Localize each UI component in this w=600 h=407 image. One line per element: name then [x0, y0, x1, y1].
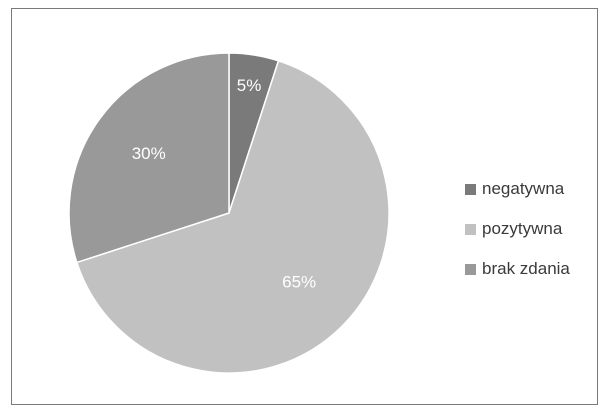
pie-slice-brak-zdania [68, 52, 230, 264]
pie-label-brak-zdania: 30% [132, 144, 166, 163]
legend-swatch-negatywna [465, 183, 476, 195]
legend-swatch-brak-zdania [465, 263, 476, 275]
legend-swatch-pozytywna [465, 223, 476, 235]
legend: negatywna pozytywna brak zdania [465, 169, 570, 289]
pie-slice-pozytywna [75, 59, 390, 374]
legend-item-negatywna: negatywna [465, 169, 570, 209]
legend-item-pozytywna: pozytywna [465, 209, 570, 249]
legend-label-brak-zdania: brak zdania [482, 259, 570, 278]
pie-chart: 5% 65% 30% [68, 52, 390, 374]
legend-item-brak-zdania: brak zdania [465, 249, 570, 289]
pie-label-negatywna: 5% [237, 76, 262, 95]
legend-label-negatywna: negatywna [482, 179, 565, 198]
legend-label-pozytywna: pozytywna [482, 219, 563, 238]
pie-label-pozytywna: 65% [282, 273, 316, 292]
chart-frame: 5% 65% 30% negatywna pozytywna brak zdania [11, 8, 598, 405]
